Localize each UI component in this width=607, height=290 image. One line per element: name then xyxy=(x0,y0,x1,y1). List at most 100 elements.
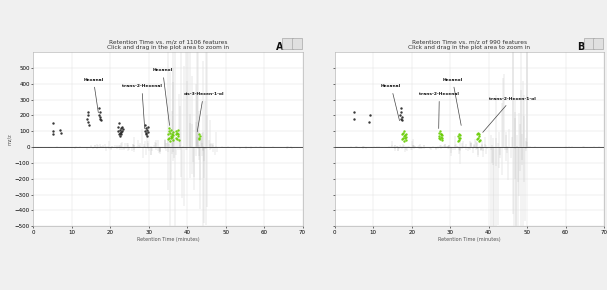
Point xyxy=(173,134,183,138)
Point xyxy=(173,127,183,132)
Point xyxy=(168,135,177,139)
Text: cis-3-Hexen-1-ol: cis-3-Hexen-1-ol xyxy=(183,92,224,132)
Point xyxy=(473,132,483,137)
Point xyxy=(172,130,181,135)
Point xyxy=(167,131,177,136)
Point xyxy=(83,119,93,124)
Point xyxy=(401,135,411,139)
Point xyxy=(395,113,405,118)
Point xyxy=(115,134,125,138)
Point xyxy=(350,110,359,115)
Point xyxy=(141,126,151,130)
Point xyxy=(142,134,152,138)
Point xyxy=(398,130,408,135)
Point xyxy=(164,129,174,134)
Point xyxy=(396,116,406,121)
Point xyxy=(436,131,446,136)
Point xyxy=(473,130,483,135)
Point xyxy=(399,138,409,143)
Point xyxy=(163,132,173,137)
Point xyxy=(114,132,124,137)
Point xyxy=(398,135,408,140)
Point xyxy=(474,134,484,138)
Point xyxy=(172,137,182,142)
Point xyxy=(435,134,444,138)
Point xyxy=(400,136,410,141)
Point xyxy=(437,138,447,142)
Point xyxy=(436,135,446,139)
Point xyxy=(96,118,106,123)
Y-axis label: mz/z: mz/z xyxy=(7,133,12,145)
Text: Hexanol: Hexanol xyxy=(443,78,463,125)
Point xyxy=(454,131,464,136)
FancyBboxPatch shape xyxy=(593,38,603,49)
Point xyxy=(48,121,58,126)
Point xyxy=(437,133,447,137)
Point xyxy=(194,132,204,137)
Point xyxy=(174,131,183,136)
FancyBboxPatch shape xyxy=(584,38,594,49)
Point xyxy=(48,129,58,134)
Point xyxy=(453,138,463,143)
Text: trans-2-Hexenal: trans-2-Hexenal xyxy=(122,84,161,128)
Point xyxy=(168,133,178,137)
Point xyxy=(195,134,205,138)
Point xyxy=(397,137,407,142)
Text: B: B xyxy=(577,42,585,52)
FancyBboxPatch shape xyxy=(292,38,302,49)
Point xyxy=(397,118,407,123)
Point xyxy=(164,135,174,140)
Point xyxy=(434,135,444,140)
Point xyxy=(141,132,151,137)
Point xyxy=(475,138,484,142)
Point xyxy=(56,130,66,135)
Point xyxy=(165,130,175,135)
Point xyxy=(399,134,409,138)
Point xyxy=(438,136,447,141)
Point xyxy=(435,137,445,142)
Point xyxy=(398,132,407,137)
Point xyxy=(435,129,445,134)
Point xyxy=(95,115,105,119)
Point xyxy=(49,132,58,137)
Point xyxy=(95,116,104,121)
Point xyxy=(171,129,181,134)
Point xyxy=(95,110,105,115)
Point xyxy=(113,129,123,134)
Point xyxy=(168,130,177,134)
Point xyxy=(172,135,181,140)
Point xyxy=(475,131,484,136)
Point xyxy=(117,125,127,130)
Point xyxy=(474,138,484,143)
Point xyxy=(114,121,124,126)
X-axis label: Retention Time (minutes): Retention Time (minutes) xyxy=(438,238,501,242)
Point xyxy=(83,116,92,121)
Point xyxy=(399,129,409,134)
Point xyxy=(141,130,151,135)
Title: Retention Time vs. m/z of 990 features
Click and drag in the plot area to zoom i: Retention Time vs. m/z of 990 features C… xyxy=(409,40,531,50)
Point xyxy=(84,113,93,118)
Point xyxy=(143,130,153,134)
Point xyxy=(401,133,410,137)
Point xyxy=(401,138,411,142)
Point xyxy=(434,130,444,135)
Point xyxy=(174,138,183,142)
Text: trans-2-Hexenal: trans-2-Hexenal xyxy=(419,92,459,128)
Point xyxy=(164,126,174,130)
Point xyxy=(118,127,127,131)
Point xyxy=(165,138,175,143)
Point xyxy=(84,123,93,127)
Point xyxy=(166,134,175,138)
Point xyxy=(472,137,482,142)
Point xyxy=(195,137,205,142)
Point xyxy=(396,110,406,115)
Text: trans-2-Hexen-1-ol: trans-2-Hexen-1-ol xyxy=(483,97,535,132)
Point xyxy=(396,105,405,110)
Point xyxy=(166,127,176,132)
Point xyxy=(194,135,203,140)
Point xyxy=(116,126,126,130)
X-axis label: Retention Time (minutes): Retention Time (minutes) xyxy=(137,238,199,242)
Point xyxy=(142,127,152,132)
Point xyxy=(171,132,180,137)
Point xyxy=(436,132,446,137)
